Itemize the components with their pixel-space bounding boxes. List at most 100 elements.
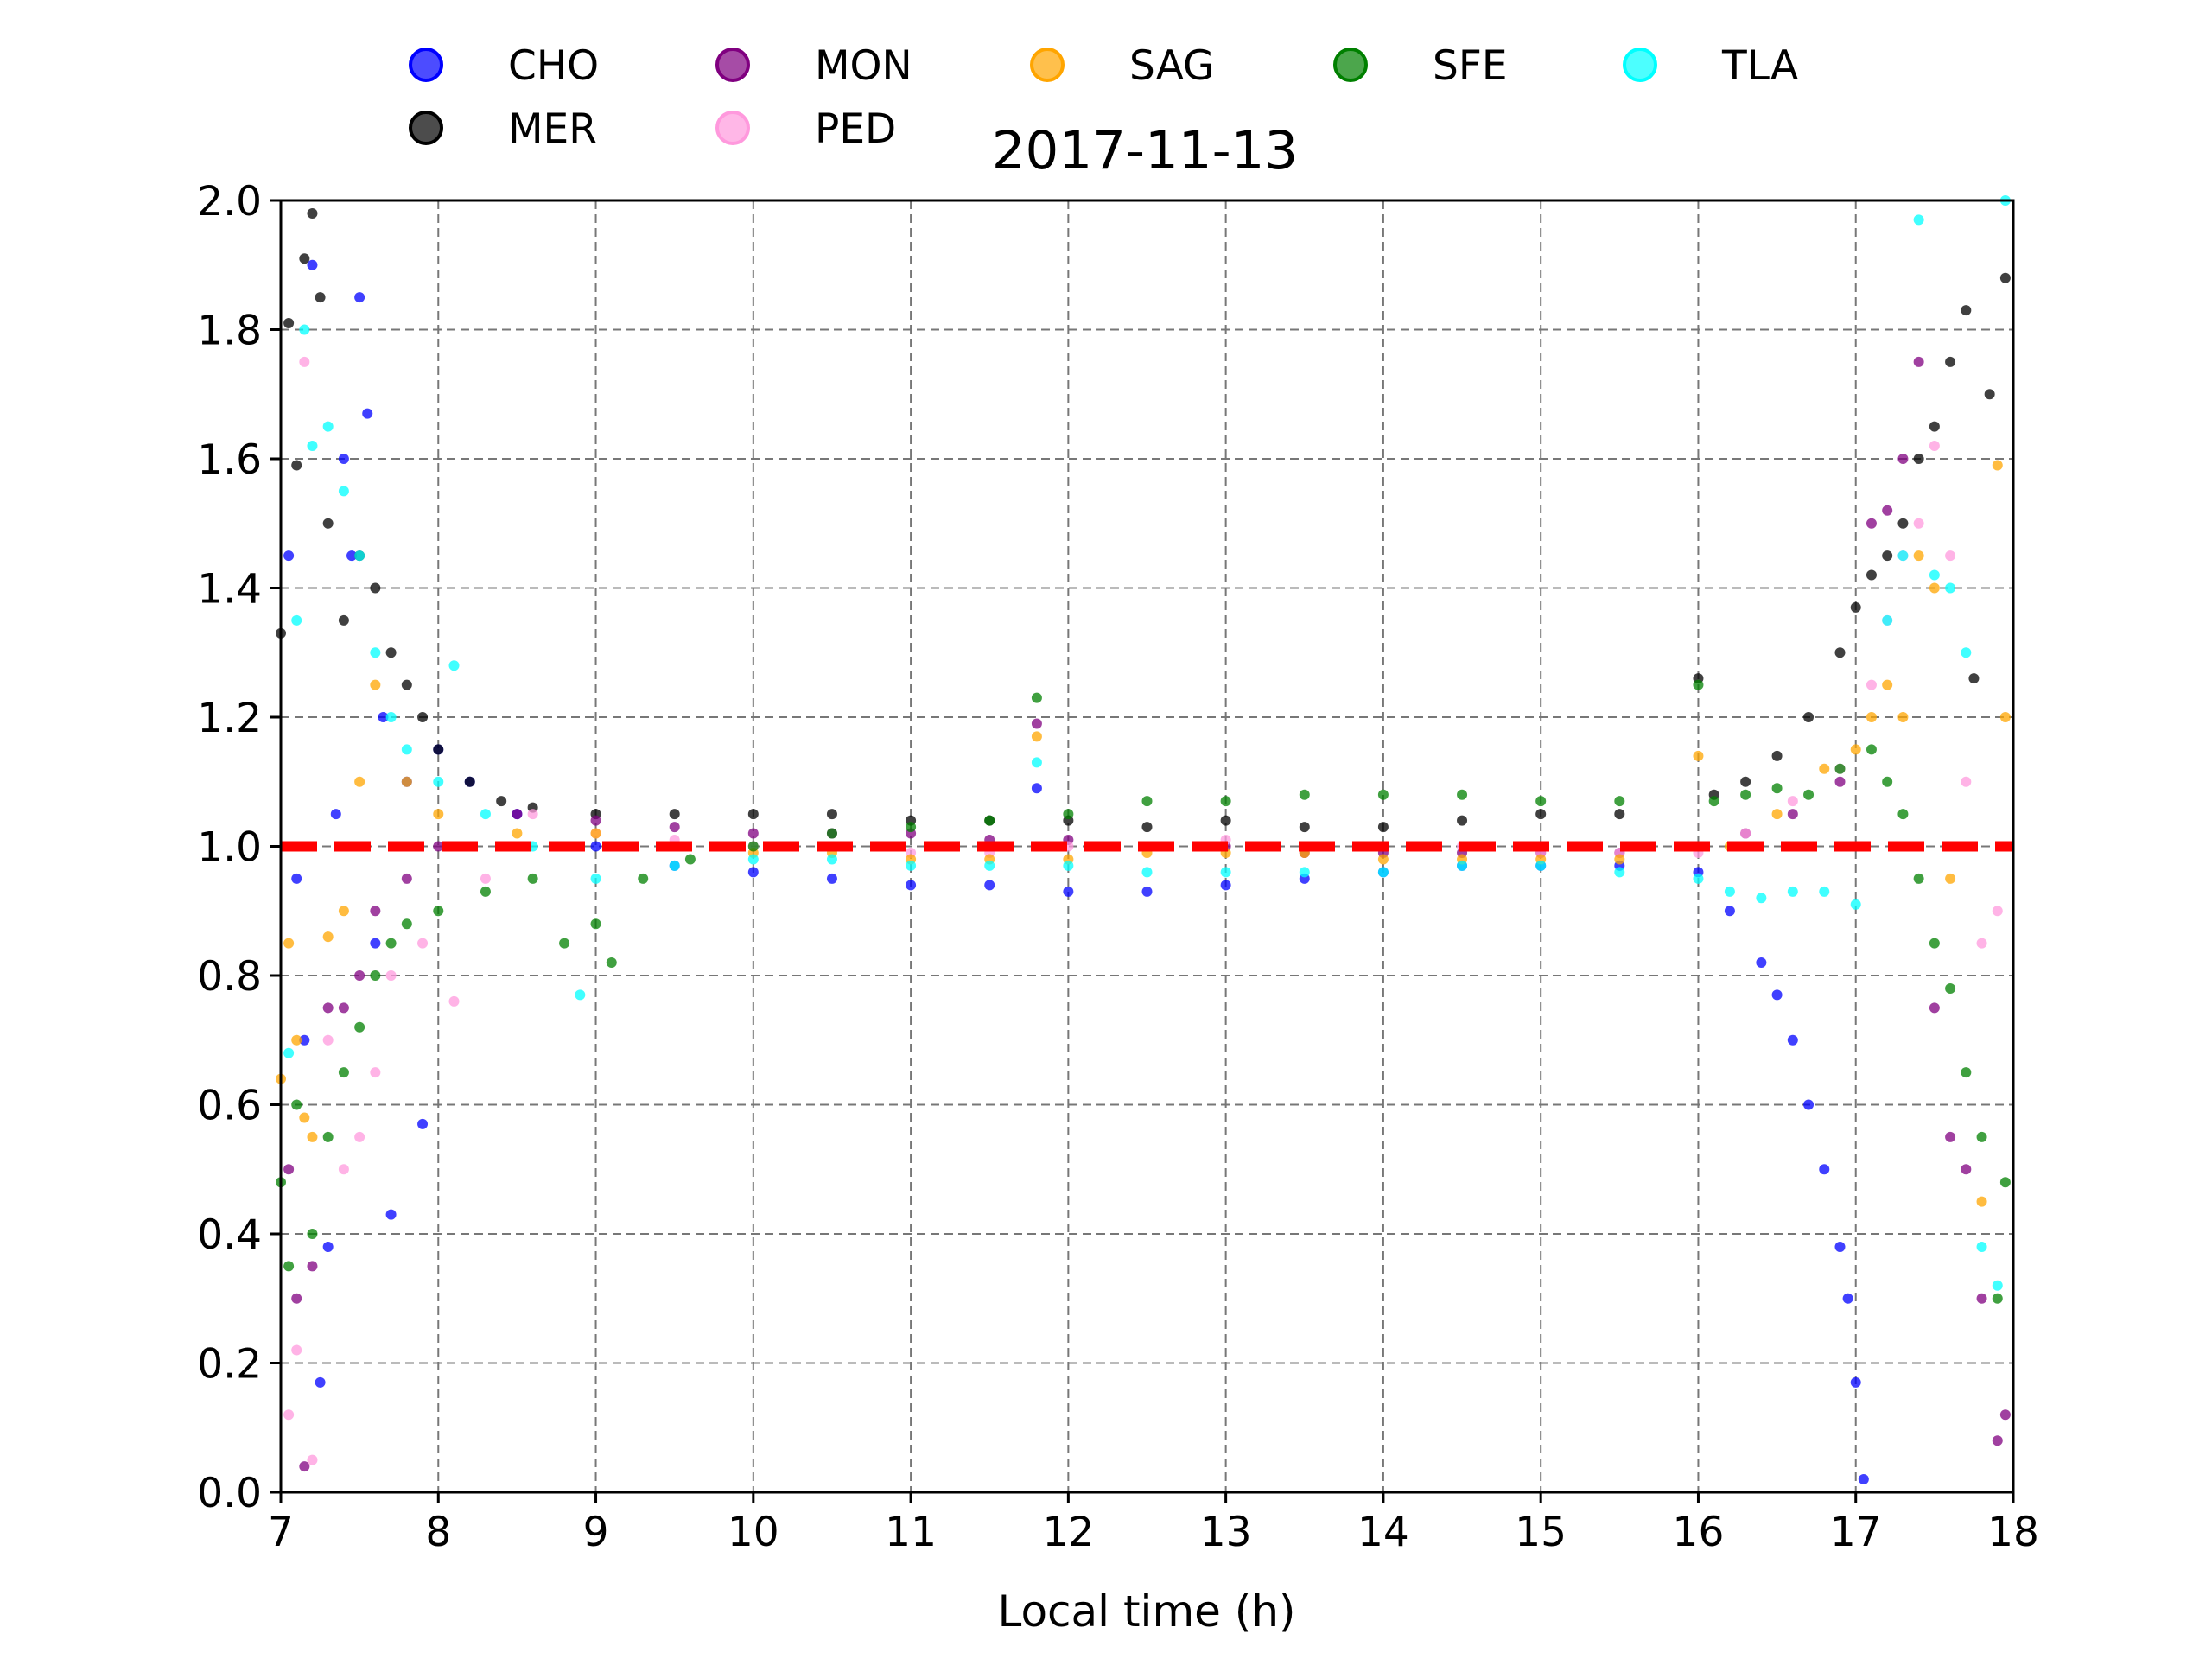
data-point [1992,460,2003,471]
y-tick-label: 1.4 [197,566,262,613]
legend-item-mon: MON [715,42,912,90]
data-point [1834,647,1846,658]
data-point [1377,789,1389,800]
data-point [1803,789,1815,800]
data-point [370,938,381,949]
data-point [1984,389,1995,400]
data-point [669,809,680,820]
data-point [1614,796,1625,807]
chart-title: 2017-11-13 [992,120,1299,181]
data-point [1961,1067,1972,1078]
y-tick-label: 2.0 [197,178,262,226]
data-point [307,1454,318,1465]
data-point [307,1131,318,1142]
data-point [401,679,412,690]
data-point [464,776,475,787]
data-point [283,550,295,562]
data-point [322,421,334,432]
data-point [385,1209,397,1220]
data-point [385,938,397,949]
data-point [984,880,995,891]
data-point [1999,1409,2011,1421]
data-point [338,906,349,917]
legend-label: CHO [508,42,599,90]
data-point [1897,809,1909,820]
x-tick-label: 14 [1357,1509,1409,1556]
data-point [1961,647,1972,658]
series-tla [283,195,2011,1291]
legend-marker [715,111,750,145]
data-point [1031,692,1042,703]
legend-marker [409,111,443,145]
data-point [448,995,460,1007]
data-point [291,460,302,471]
data-point [527,809,538,820]
data-point [512,809,523,820]
x-tick-label: 11 [885,1509,937,1556]
data-point [480,809,491,820]
data-point [590,841,601,852]
data-point [1866,679,1877,690]
data-point [1803,712,1815,722]
data-point [1756,957,1767,969]
data-point [747,841,759,852]
legend-marker [1623,48,1657,82]
y-tick-label: 1.2 [197,695,262,742]
data-point [1882,614,1893,626]
data-point [307,441,318,452]
x-tick-label: 13 [1200,1509,1252,1556]
data-point [826,809,837,820]
plot-area: 7 8 9 10 11 12 13 14 15 16 17 18 0.0 0.2 0.4 0.6 0.8 1.0… [197,178,2039,1556]
data-point [354,1131,365,1142]
data-point [1945,582,1956,594]
data-point [1535,796,1547,807]
data-point [417,1118,429,1129]
legend-item-tla: TLA [1623,42,1798,90]
data-point [1897,518,1909,529]
data-point [1976,938,1987,949]
data-point [330,809,341,820]
data-point [984,815,995,826]
x-tick-label: 9 [583,1509,609,1556]
legend-item-sag: SAG [1030,42,1214,90]
data-point [1866,569,1877,581]
data-point [291,614,302,626]
data-point [370,970,381,981]
data-point [1834,776,1846,787]
data-point [1756,893,1767,904]
data-point [354,1021,365,1033]
data-point [1945,873,1956,884]
data-point [1929,938,1940,949]
y-tick-label: 1.6 [197,436,262,484]
data-point [826,873,837,884]
data-point [1693,873,1704,884]
data-point [1708,796,1719,807]
data-point [354,776,365,787]
data-point [322,931,334,943]
data-point [1063,860,1074,871]
data-point [1999,1177,2011,1188]
data-point [1771,750,1783,761]
data-point [1787,809,1798,820]
data-point [1850,1376,1861,1388]
data-point [1614,809,1625,820]
legend-marker [1333,48,1368,82]
data-point [1858,1474,1869,1485]
y-tick-label: 0.6 [197,1083,262,1130]
data-point [1299,789,1310,800]
data-point [747,867,759,878]
data-point [1377,854,1389,865]
data-point [1897,712,1909,722]
data-point [338,1002,349,1014]
data-point [1913,356,1924,367]
data-point [1787,1034,1798,1046]
data-point [906,822,917,833]
x-tick-label: 18 [1987,1509,2039,1556]
data-point [1992,1435,2003,1446]
data-point [590,873,601,884]
legend-marker [409,48,443,82]
data-point [984,860,995,871]
data-point [1220,880,1231,891]
data-point [1976,1131,1987,1142]
data-point [1999,272,2011,283]
